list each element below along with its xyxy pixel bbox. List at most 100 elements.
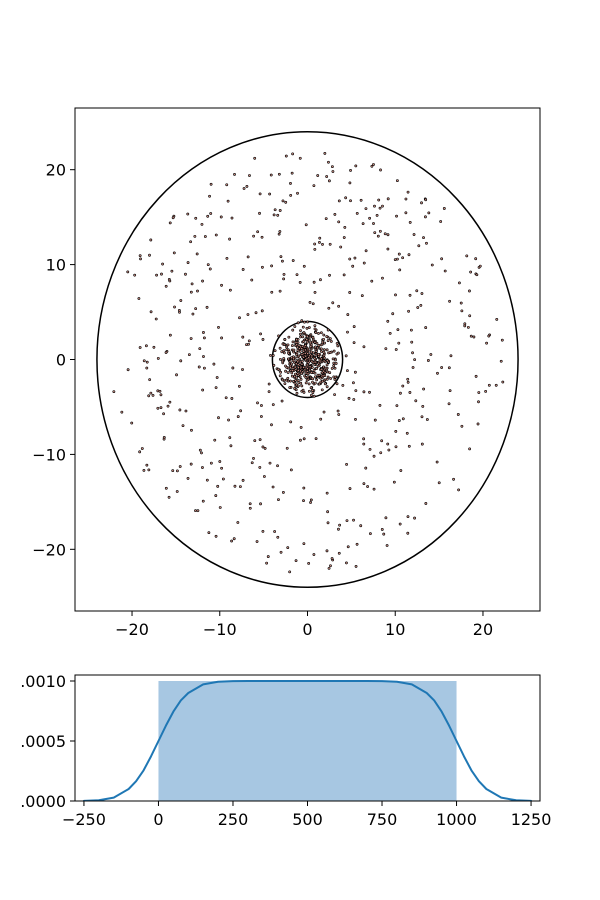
halo-point [386,247,390,251]
halo-point [336,409,340,413]
halo-point [456,413,460,416]
halo-point [205,305,209,309]
halo-point [346,313,350,316]
halo-point [302,542,306,546]
halo-point [179,299,183,302]
y-tick-label: .0010 [20,672,66,691]
core-point [285,348,289,352]
halo-point [247,339,251,343]
halo-point [332,364,336,368]
halo-point [378,403,382,407]
x-tick-label: 250 [218,810,249,829]
halo-point [314,437,318,441]
halo-point [270,290,274,294]
x-tick-label: −250 [62,810,106,829]
core-point [287,351,290,355]
halo-point [318,241,321,244]
halo-point [424,215,427,219]
halo-point [424,198,428,202]
halo-point [373,231,377,235]
halo-point [238,485,242,488]
halo-point [268,461,272,465]
halo-point [347,396,351,400]
halo-point [236,521,240,524]
halo-point [443,269,447,273]
halo-point [270,264,274,268]
core-point [318,359,322,363]
halo-point [469,270,473,274]
halo-point [162,437,166,441]
halo-point [361,222,365,226]
halo-point [495,317,499,321]
halo-point [386,233,390,237]
core-point [326,339,330,342]
halo-point [294,559,298,563]
histogram-x-axis: −250 0 250 500 750 1000 1250 [62,801,551,829]
halo-point [294,362,298,366]
core-point [300,362,304,366]
halo-point [209,212,213,215]
halo-point [307,562,311,565]
halo-point [368,216,372,220]
core-point [296,384,300,388]
halo-point [308,300,312,304]
core-point [296,348,300,352]
halo-point [411,366,415,369]
halo-point [458,281,461,285]
halo-point [395,214,398,218]
halo-point [332,375,336,379]
halo-point [447,402,451,406]
halo-point [230,216,234,220]
core-point [332,349,336,353]
halo-point [313,290,317,294]
halo-point [375,213,379,217]
halo-point [372,163,375,166]
halo-point [173,305,176,309]
halo-point [252,234,256,238]
halo-point [206,214,210,218]
halo-point [414,399,418,403]
halo-point [194,216,198,220]
halo-point [380,439,384,443]
halo-point [233,484,237,488]
halo-point [326,521,330,525]
core-point [294,378,298,382]
halo-point [415,289,419,293]
core-point [325,377,329,381]
halo-point [373,418,377,422]
halo-point [299,425,303,429]
core-point [314,375,317,379]
halo-point [337,527,340,531]
halo-point [201,279,204,283]
halo-point [261,265,264,269]
halo-point [189,240,193,244]
halo-point [362,442,366,446]
core-point [288,360,292,364]
core-point [291,340,295,344]
halo-point [171,216,175,220]
halo-point [164,351,168,354]
halo-point [220,336,224,340]
core-point [289,379,292,383]
halo-point [168,333,172,337]
core-point [302,349,305,353]
core-point [317,343,321,347]
halo-point [154,317,158,321]
halo-point [147,394,151,398]
halo-point [352,398,356,401]
halo-point [209,461,213,465]
halo-point [220,466,224,470]
halo-point [214,233,218,237]
core-point [322,348,326,352]
halo-point [352,325,356,328]
halo-point [284,200,288,204]
halo-point [276,213,280,217]
halo-point [217,326,220,329]
halo-point [284,154,288,158]
core-point [297,344,301,347]
halo-point [460,309,464,313]
halo-point [344,354,348,358]
halo-point [399,391,402,395]
halo-point [260,309,264,313]
halo-point [218,460,222,463]
